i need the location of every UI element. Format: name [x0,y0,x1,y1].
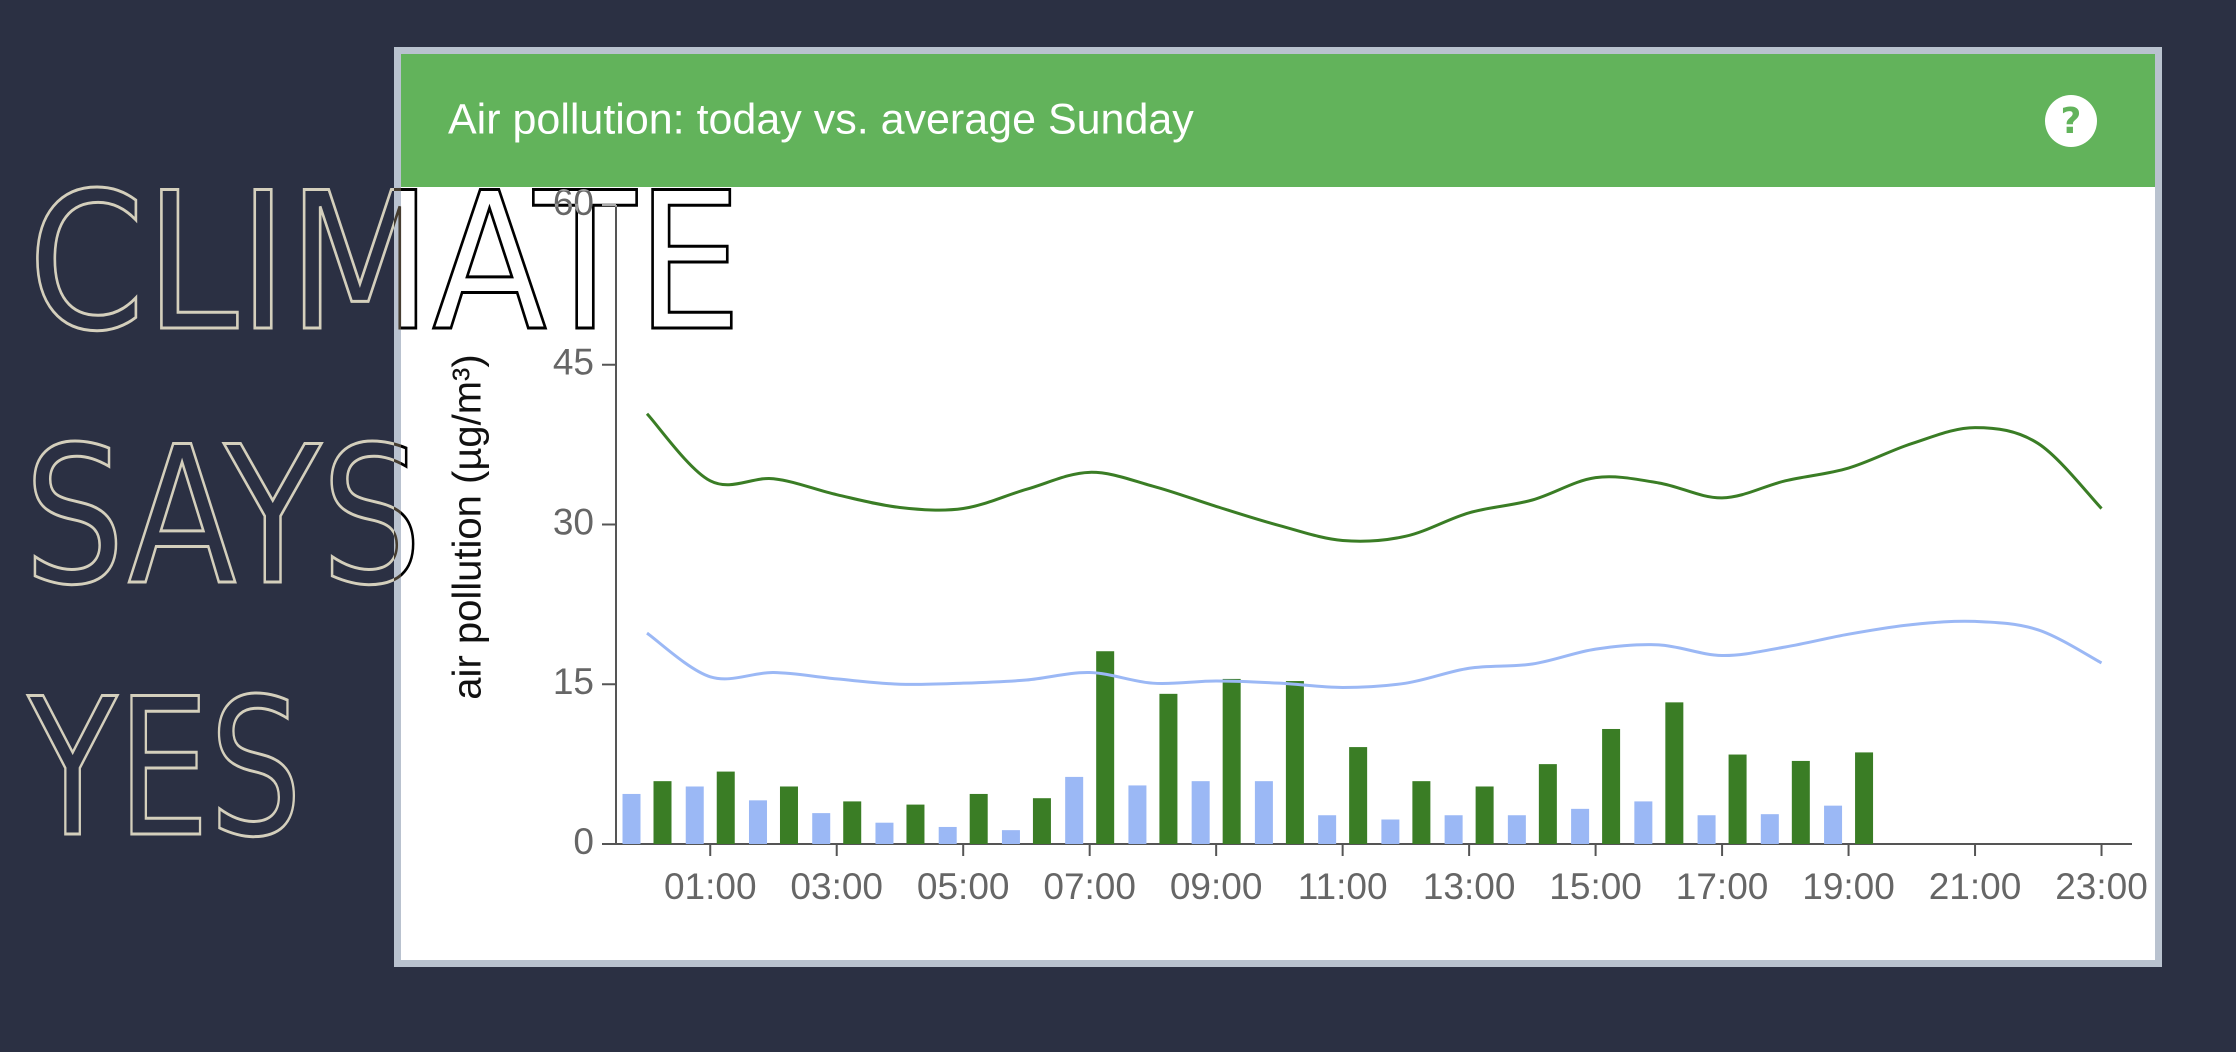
x-tick-label: 15:00 [1549,866,1642,907]
y-tick-label: 60 [553,182,594,223]
line [645,412,2103,543]
bar [1191,781,1210,844]
card-header [401,54,2155,187]
help-icon[interactable]: ? [2061,101,2082,142]
bar [1571,808,1590,844]
bar [1349,747,1368,844]
logo-line: SAYS [24,406,422,627]
logo-line: CLIMATE [28,152,742,373]
bar [1824,805,1843,844]
bar [1760,814,1779,844]
bar [1254,781,1273,844]
chart-title: Air pollution: today vs. average Sunday [448,95,1194,143]
bar [685,786,704,844]
bar [1285,681,1304,844]
logo-line: YES [27,658,302,879]
x-tick-label: 09:00 [1170,866,1263,907]
y-tick-label: 0 [573,821,594,862]
line [646,619,2103,689]
help-button[interactable] [2045,95,2097,147]
bar [1728,754,1747,844]
bar [875,822,894,844]
bar [1538,764,1557,844]
plot: 0 15 30 45 60 01:00 03:00 05:00 07:00 09:00 11:00 1… [553,182,2148,907]
logo: CLIMATE SAYS YES [23,151,744,881]
y-tick-label: 15 [553,661,594,702]
x-tick-label: 03:00 [790,866,883,907]
bar [653,781,672,844]
y-tick-label: 30 [553,501,594,542]
x-tick-label: 13:00 [1423,866,1516,907]
y-axis-label: air pollution (µg/m³) [446,354,490,699]
bar [1381,819,1400,844]
x-tick-label: 17:00 [1676,866,1769,907]
bar [906,804,925,844]
x-tick-label: 21:00 [1929,866,2022,907]
y-tick-label: 45 [553,342,594,383]
bar [716,771,735,844]
bar [748,800,767,844]
bar [1697,815,1716,844]
x-tick-label: 23:00 [2055,866,2148,907]
bar [969,793,988,844]
bar [1444,815,1463,844]
bar [622,793,641,844]
bar [779,786,798,844]
bar [1222,678,1241,844]
bar [1602,728,1621,844]
bar [1791,760,1810,844]
bar [843,801,862,844]
bar [1412,781,1431,844]
x-tick-label: 11:00 [1298,866,1388,907]
card: Air pollution: today vs. average Sunday … [394,47,2162,967]
x-tick-label: 07:00 [1043,866,1136,907]
x-tick-label: 19:00 [1802,866,1895,907]
bar [812,813,831,844]
bar [1855,752,1874,844]
bar [1001,830,1020,844]
bar [1065,776,1084,844]
bar [1032,798,1051,844]
x-tick-label: 05:00 [917,866,1010,907]
bar [1665,702,1684,844]
bar [1096,651,1115,844]
bar [1318,815,1337,844]
bar [1475,786,1494,844]
bar [1128,785,1147,844]
bar [1507,815,1526,844]
bar [1634,801,1653,844]
bar [1159,693,1178,844]
x-tick-label: 01:00 [664,866,757,907]
bar [938,826,957,844]
